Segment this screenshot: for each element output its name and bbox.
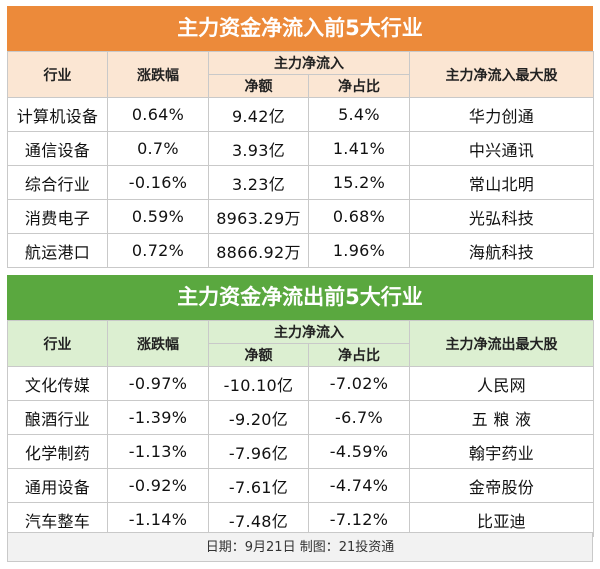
cell-change: 0.7%: [107, 131, 209, 166]
table-row: 航运港口 0.72% 8866.92万 1.96% 海航科技: [7, 233, 594, 268]
cell-change: -1.39%: [107, 400, 209, 435]
cell-amount: -7.96亿: [208, 434, 309, 469]
cell-industry: 汽车整车: [7, 502, 108, 537]
inflow-header-row: 行业 涨跌幅 主力净流入 主力净流入最大股: [7, 51, 594, 98]
cell-amount: 8866.92万: [208, 233, 309, 268]
table-row: 文化传媒 -0.97% -10.10亿 -7.02% 人民网: [7, 366, 594, 401]
cell-ratio: -7.02%: [308, 366, 410, 401]
inflow-table: 行业 涨跌幅 主力净流入 主力净流入最大股 净额 净占比 计算机设备 0.64%…: [7, 51, 594, 268]
cell-industry: 综合行业: [7, 165, 108, 200]
cell-ratio: 15.2%: [308, 165, 410, 200]
cell-stock: 华力创通: [409, 97, 594, 132]
cell-amount: -9.20亿: [208, 400, 309, 435]
cell-change: -0.97%: [107, 366, 209, 401]
header-main-net: 主力净流入: [208, 51, 410, 75]
outflow-table: 行业 涨跌幅 主力净流入 主力净流出最大股 净额 净占比 文化传媒 -0.97%…: [7, 320, 594, 537]
table-row: 化学制药 -1.13% -7.96亿 -4.59% 翰宇药业: [7, 434, 594, 469]
cell-ratio: 5.4%: [308, 97, 410, 132]
cell-change: 0.72%: [107, 233, 209, 268]
cell-stock: 翰宇药业: [409, 434, 594, 469]
cell-stock: 光弘科技: [409, 199, 594, 234]
header-industry: 行业: [7, 320, 108, 367]
cell-ratio: 1.96%: [308, 233, 410, 268]
table-row: 通信设备 0.7% 3.93亿 1.41% 中兴通讯: [7, 131, 594, 166]
outflow-title: 主力资金净流出前5大行业: [7, 275, 593, 320]
cell-amount: 3.93亿: [208, 131, 309, 166]
cell-stock: 常山北明: [409, 165, 594, 200]
outflow-subheader-row: 净额 净占比: [8, 343, 594, 367]
cell-industry: 消费电子: [7, 199, 108, 234]
cell-change: 0.59%: [107, 199, 209, 234]
cell-stock: 比亚迪: [409, 502, 594, 537]
cell-stock: 海航科技: [409, 233, 594, 268]
outflow-section: 主力资金净流出前5大行业 行业 涨跌幅 主力净流入 主力净流出最大股 净额 净占…: [7, 275, 594, 537]
cell-amount: -10.10亿: [208, 366, 309, 401]
cell-industry: 计算机设备: [7, 97, 108, 132]
cell-stock: 金帝股份: [409, 468, 594, 503]
table-row: 计算机设备 0.64% 9.42亿 5.4% 华力创通: [7, 97, 594, 132]
cell-industry: 航运港口: [7, 233, 108, 268]
outflow-header-row: 行业 涨跌幅 主力净流入 主力净流出最大股: [7, 320, 594, 367]
cell-stock: 五 粮 液: [409, 400, 594, 435]
cell-change: -1.14%: [107, 502, 209, 537]
cell-ratio: -4.74%: [308, 468, 410, 503]
cell-industry: 酿酒行业: [7, 400, 108, 435]
cell-amount: -7.61亿: [208, 468, 309, 503]
cell-change: 0.64%: [107, 97, 209, 132]
cell-industry: 文化传媒: [7, 366, 108, 401]
table-row: 综合行业 -0.16% 3.23亿 15.2% 常山北明: [7, 165, 594, 200]
header-top-stock: 主力净流出最大股: [409, 320, 594, 367]
cell-ratio: 1.41%: [308, 131, 410, 166]
cell-amount: -7.48亿: [208, 502, 309, 537]
cell-change: -1.13%: [107, 434, 209, 469]
header-main-net: 主力净流入: [208, 320, 410, 344]
cell-industry: 通用设备: [7, 468, 108, 503]
header-top-stock: 主力净流入最大股: [409, 51, 594, 98]
table-row: 通用设备 -0.92% -7.61亿 -4.74% 金帝股份: [7, 468, 594, 503]
header-net-amount: 净额: [208, 343, 309, 367]
inflow-title: 主力资金净流入前5大行业: [7, 6, 593, 51]
cell-amount: 9.42亿: [208, 97, 309, 132]
table-row: 汽车整车 -1.14% -7.48亿 -7.12% 比亚迪: [7, 502, 594, 537]
header-net-ratio: 净占比: [308, 343, 410, 367]
cell-industry: 化学制药: [7, 434, 108, 469]
inflow-section: 主力资金净流入前5大行业 行业 涨跌幅 主力净流入 主力净流入最大股 净额 净占…: [7, 6, 594, 268]
header-industry: 行业: [7, 51, 108, 98]
cell-industry: 通信设备: [7, 131, 108, 166]
table-row: 酿酒行业 -1.39% -9.20亿 -6.7% 五 粮 液: [7, 400, 594, 435]
cell-ratio: 0.68%: [308, 199, 410, 234]
cell-amount: 8963.29万: [208, 199, 309, 234]
header-net-ratio: 净占比: [308, 74, 410, 98]
cell-stock: 中兴通讯: [409, 131, 594, 166]
cell-change: -0.92%: [107, 468, 209, 503]
cell-change: -0.16%: [107, 165, 209, 200]
table-row: 消费电子 0.59% 8963.29万 0.68% 光弘科技: [7, 199, 594, 234]
cell-stock: 人民网: [409, 366, 594, 401]
header-change: 涨跌幅: [107, 320, 209, 367]
header-change: 涨跌幅: [107, 51, 209, 98]
cell-ratio: -4.59%: [308, 434, 410, 469]
cell-ratio: -6.7%: [308, 400, 410, 435]
header-net-amount: 净额: [208, 74, 309, 98]
footer-credit: 日期：9月21日 制图：21投资通: [7, 532, 593, 562]
cell-amount: 3.23亿: [208, 165, 309, 200]
